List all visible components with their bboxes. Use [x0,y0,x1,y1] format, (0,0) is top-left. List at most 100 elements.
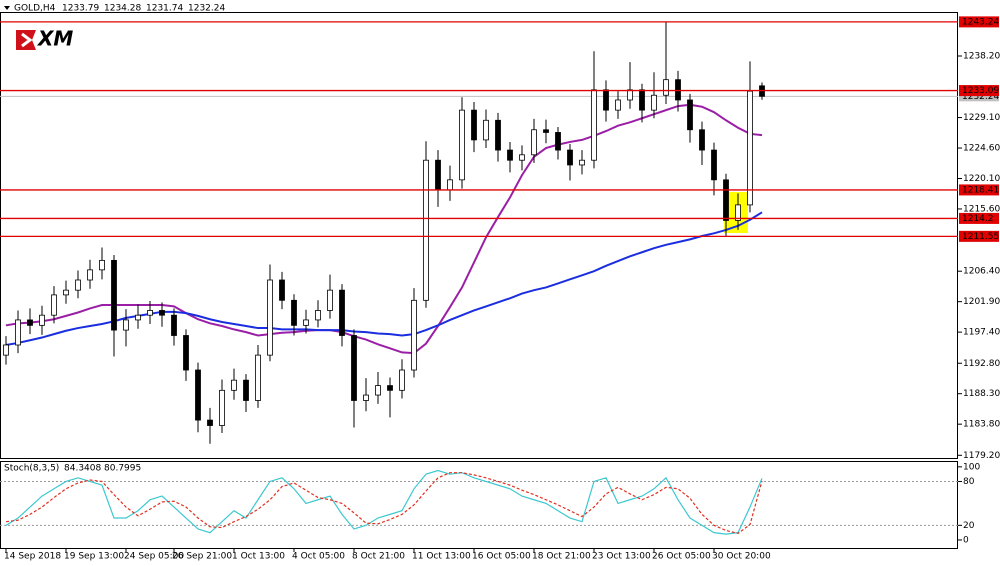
x-tick-label: 11 Oct 13:00 [412,552,471,562]
logo: XM [36,27,73,51]
ohlc-close: 1232.24 [188,4,225,14]
candle-body [123,319,129,331]
x-tick-label: 18 Oct 21:00 [532,552,591,562]
x-tick-label: 8 Oct 21:00 [352,552,405,562]
x-tick-label: 1 Oct 13:00 [232,552,285,562]
candle-body [747,90,753,206]
candle-body [471,109,477,141]
indicator-y-tick-label: 20 [963,521,975,531]
candle-body [651,94,657,111]
candle-body [291,299,297,326]
candle-body [147,310,153,316]
symbol: GOLD,H4 [14,4,56,14]
candle-body [183,335,189,371]
candle-body [27,319,33,326]
indicator-y-tick-label: 100 [963,462,980,472]
x-tick-label: 24 Sep 05:00 [124,552,184,562]
candle-body [3,344,9,356]
candle-body [711,149,717,181]
candle-body [279,279,285,301]
candle-body [75,279,81,291]
candle-body [459,109,465,181]
level-box [959,212,999,224]
candle-body [411,299,417,371]
y-tick-label: 1201.90 [963,297,1000,307]
y-tick-label: 1197.40 [963,328,1000,338]
x-tick-label: 30 Oct 20:00 [712,552,771,562]
y-tick-label: 1224.60 [963,144,1000,154]
y-tick-label: 1188.30 [963,389,1000,399]
x-tick-label: 19 Sep 13:00 [64,552,124,562]
menu-arrow [4,6,10,10]
candle-body [639,89,645,111]
candle-body [675,79,681,101]
x-tick-label: 26 Oct 05:00 [652,552,711,562]
candle-body [687,99,693,131]
indicator-d-value: 80.7995 [104,464,141,474]
logo-mark [21,32,33,48]
level-box [959,16,999,28]
level-label: 1214.2 [962,214,994,224]
candle-body [51,294,57,316]
stochastic-k [5,469,763,535]
candle-body [231,379,237,391]
candle-body [603,89,609,111]
level-label: 1243.24 [962,17,999,27]
level-box [959,85,999,97]
candle-body [483,119,489,141]
y-tick-label: 1215.60 [963,204,1000,214]
moving-average [5,103,763,355]
candle-body [63,289,69,296]
candle-body [543,129,549,133]
level-box [959,184,999,196]
candle-body [195,369,201,421]
candle-body [399,369,405,391]
candle-body [159,310,165,316]
candle-body [507,149,513,161]
candle-body [243,379,249,401]
current-price-box [959,91,999,102]
y-tick-label: 1183.80 [963,420,1000,430]
candle-body [663,79,669,96]
candle-body [615,99,621,111]
indicator-k-value: 84.3408 [64,464,101,474]
candle-body [579,159,585,166]
y-tick-label: 1192.80 [963,359,1000,369]
candle-body [735,204,741,221]
candle-body [627,89,633,101]
candle-body [699,129,705,151]
level-label: 1211.55 [962,232,999,242]
candle-body [591,89,597,161]
candle-body [363,394,369,401]
x-tick-label: 14 Sep 2018 [4,552,61,562]
ohlc-high: 1234.28 [104,4,141,14]
candle-body [87,269,93,281]
moving-average [5,211,763,346]
y-tick-label: 1238.20 [963,51,1000,61]
candle-body [495,119,501,151]
indicator-y-tick-label: 0 [963,535,969,545]
candle-body [207,419,213,426]
indicator-pane [0,461,958,549]
indicator-title: Stoch(8,3,5) [4,464,59,474]
candle-body [351,335,357,401]
candle-body [555,132,561,151]
indicator-y-tick-label: 80 [963,477,975,487]
y-tick-label: 1179.20 [963,451,1000,461]
ohlc-open: 1233.79 [62,4,99,14]
candle-body [531,129,537,156]
level-label: 1233.09 [962,86,999,96]
stochastic-d [5,472,763,535]
candle-body [315,310,321,321]
current-price-label: 1232.24 [962,92,999,102]
y-tick-label: 1220.10 [963,174,1000,184]
y-tick-label: 1206.40 [963,267,1000,277]
candle-body [99,259,105,271]
candle-body [135,314,141,321]
candle-body [435,159,441,191]
candle-body [375,385,381,396]
x-tick-label: 26 Sep 21:00 [172,552,232,562]
logo-flag [16,30,36,50]
